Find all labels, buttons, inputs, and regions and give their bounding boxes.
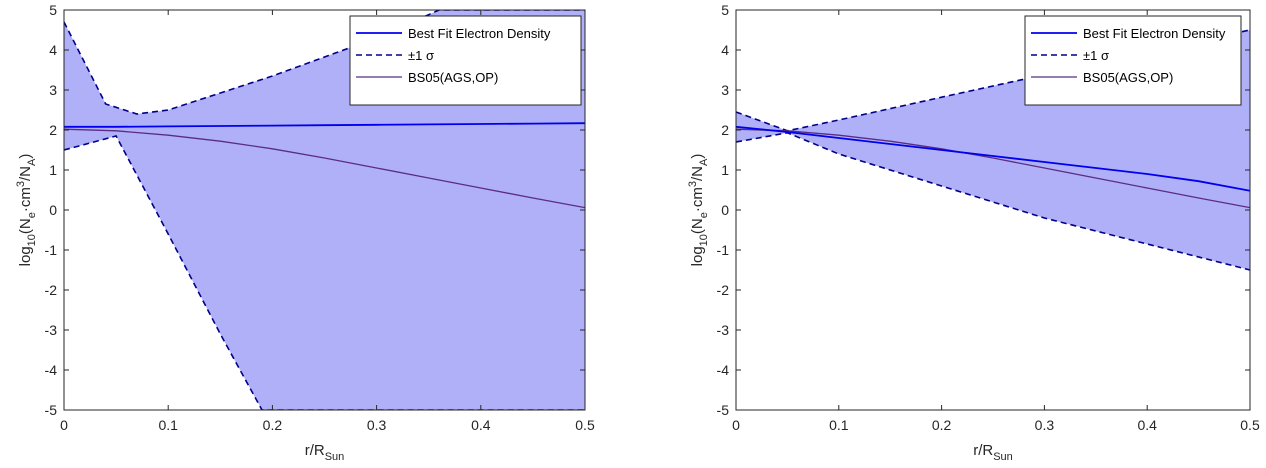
y-tick-label: -1 [717,242,730,258]
x-tick-label: 0.2 [932,417,952,433]
x-tick-label: 0.1 [158,417,178,433]
x-tick-label: 0.3 [1035,417,1055,433]
x-axis-label: r/RSun [305,442,345,463]
y-axis-label: log10(Ne·cm3/NA) [687,154,710,267]
best-fit-line [736,125,1250,192]
best-fit-line [64,122,585,128]
y-tick-label: 3 [721,82,729,98]
y-tick-label: 2 [49,122,57,138]
legend-label-bs05: BS05(AGS,OP) [1083,70,1173,85]
y-tick-label: -2 [45,282,58,298]
legend-label-best-fit: Best Fit Electron Density [1083,26,1226,41]
y-tick-label: 1 [721,162,729,178]
y-tick-label: -4 [45,362,58,378]
legend: Best Fit Electron Density ±1 σ BS05(AGS,OP… [1024,15,1242,106]
y-tick-label: 1 [49,162,57,178]
sigma-upper-line [64,10,585,115]
x-tick-label: 0.4 [471,417,491,433]
x-axis-label: r/RSun [973,442,1013,463]
y-tick-label: -4 [717,362,730,378]
legend-box [1024,15,1242,106]
legend-label-best-fit: Best Fit Electron Density [408,26,551,41]
sigma-band [64,10,585,410]
x-tick-label: 0.5 [575,417,595,433]
y-tick-label: 4 [49,42,57,58]
plot-area [64,10,585,410]
y-tick-label: 4 [721,42,729,58]
y-tick-label: 5 [721,2,729,18]
y-tick-label: -2 [717,282,730,298]
y-axis-label: log10(Ne·cm3/NA) [15,154,38,267]
legend-label-sigma: ±1 σ [1083,48,1109,63]
y-tick-label: 5 [49,2,57,18]
legend: Best Fit Electron Density ±1 σ BS05(AGS,OP… [349,15,582,106]
y-tick-label: -5 [45,402,58,418]
y-tick-label: 3 [49,82,57,98]
y-tick-label: -5 [717,402,730,418]
x-tick-label: 0 [732,417,740,433]
x-tick-label: 0.3 [367,417,387,433]
y-tick-label: -3 [45,322,58,338]
y-tick-label: 2 [721,122,729,138]
y-tick-label: -1 [45,242,58,258]
x-tick-label: 0.4 [1137,417,1157,433]
y-tick-label: 0 [49,202,57,218]
x-tick-label: 0.5 [1240,417,1260,433]
legend-label-sigma: ±1 σ [408,48,434,63]
x-tick-label: 0 [60,417,68,433]
legend-label-bs05: BS05(AGS,OP) [408,70,498,85]
bs05-line [736,128,1250,209]
legend-box [349,15,582,106]
sigma-lower-line [64,135,585,410]
x-tick-label: 0.2 [263,417,283,433]
y-tick-label: 0 [721,202,729,218]
y-tick-label: -3 [717,322,730,338]
x-tick-label: 0.1 [829,417,849,433]
bs05-line [64,128,585,209]
